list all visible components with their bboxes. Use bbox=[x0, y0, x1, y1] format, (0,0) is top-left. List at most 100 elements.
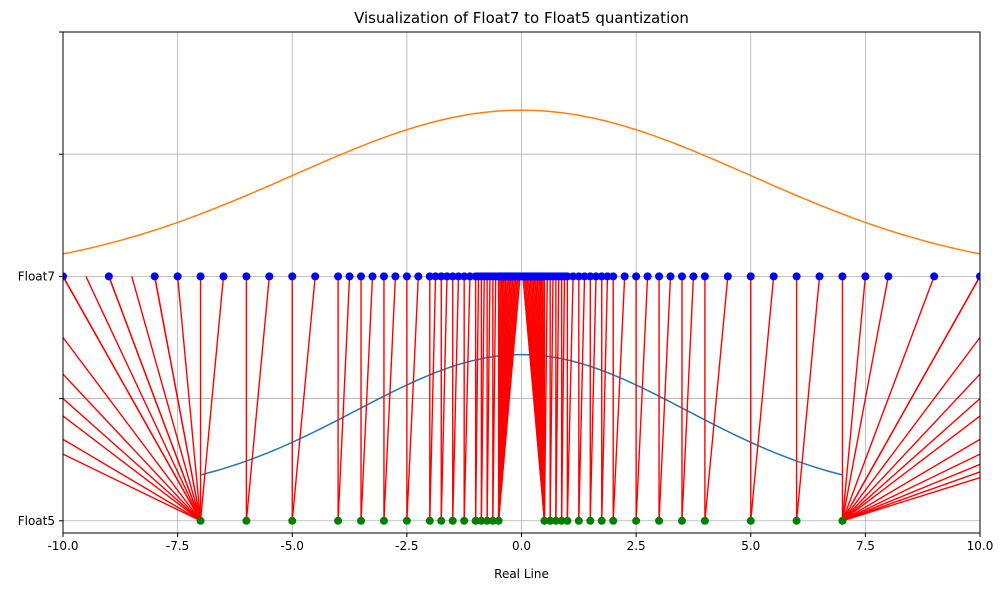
mapping-line bbox=[291, 276, 316, 521]
mapping-line bbox=[658, 276, 672, 521]
x-tick-label: -7.5 bbox=[166, 539, 189, 553]
float7-point bbox=[454, 272, 463, 281]
x-tick-label: 2.5 bbox=[627, 539, 646, 553]
float7-point bbox=[414, 272, 423, 281]
mapping-line bbox=[635, 276, 649, 521]
float5-point bbox=[448, 516, 457, 525]
float5-point bbox=[597, 516, 606, 525]
float7-point bbox=[265, 272, 274, 281]
float7-point bbox=[746, 272, 755, 281]
distribution-curves bbox=[63, 109, 980, 476]
float7-point bbox=[425, 272, 434, 281]
x-tick-label: 0.0 bbox=[512, 539, 531, 553]
y-ticks: Float5 Float7 bbox=[18, 31, 63, 528]
float7-point bbox=[580, 272, 589, 281]
mapping-line bbox=[486, 276, 491, 521]
float7-point bbox=[723, 272, 732, 281]
float7-point bbox=[632, 272, 641, 281]
mapping-line bbox=[842, 463, 980, 522]
y-tick-label: Float7 bbox=[18, 269, 55, 283]
float7-point bbox=[345, 272, 354, 281]
mapping-line bbox=[842, 453, 980, 522]
mapping-line bbox=[337, 276, 351, 521]
x-tick-label: 10.0 bbox=[967, 539, 994, 553]
mapping-line bbox=[497, 276, 521, 521]
float5-point bbox=[746, 516, 755, 525]
mapping-line bbox=[578, 276, 586, 521]
x-tick-label: -10.0 bbox=[47, 539, 78, 553]
float7-point bbox=[150, 272, 159, 281]
mapping-line bbox=[543, 276, 548, 521]
mapping-line bbox=[63, 397, 202, 522]
float7-point bbox=[643, 272, 652, 281]
float7-point bbox=[609, 272, 618, 281]
mapping-line bbox=[841, 276, 867, 521]
float5-point bbox=[838, 516, 847, 525]
float5-point bbox=[655, 516, 664, 525]
float7-point bbox=[769, 272, 778, 281]
float7-point bbox=[288, 272, 297, 281]
chart-title: Visualization of Float7 to Float5 quanti… bbox=[354, 9, 689, 27]
mapping-line bbox=[176, 276, 202, 521]
mapping-lines bbox=[63, 276, 980, 522]
mapping-line bbox=[383, 276, 397, 521]
float5-point bbox=[402, 516, 411, 525]
float5-point bbox=[494, 516, 503, 525]
mapping-line bbox=[154, 276, 202, 521]
float5-point bbox=[288, 516, 297, 525]
float5-point bbox=[540, 516, 549, 525]
mapping-line bbox=[492, 276, 497, 521]
mapping-line bbox=[63, 415, 201, 522]
mapping-line bbox=[566, 276, 574, 521]
float5-point bbox=[471, 516, 480, 525]
mapping-line bbox=[841, 276, 980, 522]
mapping-line bbox=[480, 276, 485, 521]
float5-point bbox=[700, 516, 709, 525]
x-tick-label: -5.0 bbox=[281, 539, 304, 553]
float7-point bbox=[173, 272, 182, 281]
float5-point bbox=[574, 516, 583, 525]
mapping-line bbox=[108, 276, 202, 522]
mapping-line bbox=[85, 276, 202, 522]
float5-point bbox=[460, 516, 469, 525]
float5-point bbox=[563, 516, 572, 525]
float7-point bbox=[63, 272, 67, 281]
float7-point bbox=[930, 272, 939, 281]
float7-point bbox=[368, 272, 377, 281]
float7-point bbox=[655, 272, 664, 281]
float7-point bbox=[437, 272, 446, 281]
float7-point bbox=[884, 272, 893, 281]
mapping-line bbox=[463, 276, 471, 521]
float5-point bbox=[477, 516, 486, 525]
float7-point bbox=[465, 272, 474, 281]
mapping-line bbox=[131, 276, 202, 521]
mapping-line bbox=[245, 276, 271, 521]
x-tick-label: 7.5 bbox=[856, 539, 875, 553]
float5-point bbox=[586, 516, 595, 525]
float7-point bbox=[815, 272, 824, 281]
float7-point bbox=[976, 272, 980, 281]
float7-point bbox=[597, 272, 606, 281]
float7-point bbox=[861, 272, 870, 281]
float5-point bbox=[379, 516, 388, 525]
x-tick-label: -2.5 bbox=[395, 539, 418, 553]
float7-point bbox=[334, 272, 343, 281]
float7-point bbox=[448, 272, 457, 281]
mapping-line bbox=[795, 276, 821, 521]
float7-point bbox=[242, 272, 251, 281]
mapping-line bbox=[841, 373, 980, 522]
mapping-line bbox=[440, 276, 448, 521]
float7-point bbox=[603, 272, 612, 281]
mapping-line bbox=[429, 276, 437, 521]
mapping-line bbox=[750, 276, 775, 521]
float5-point bbox=[551, 516, 560, 525]
mapping-line bbox=[63, 336, 202, 522]
float5-point bbox=[437, 516, 446, 525]
float7-point bbox=[586, 272, 595, 281]
mapping-line bbox=[406, 276, 420, 521]
x-tick-label: 5.0 bbox=[741, 539, 760, 553]
float5-point bbox=[425, 516, 434, 525]
points bbox=[63, 272, 980, 525]
mapping-line bbox=[474, 276, 480, 521]
